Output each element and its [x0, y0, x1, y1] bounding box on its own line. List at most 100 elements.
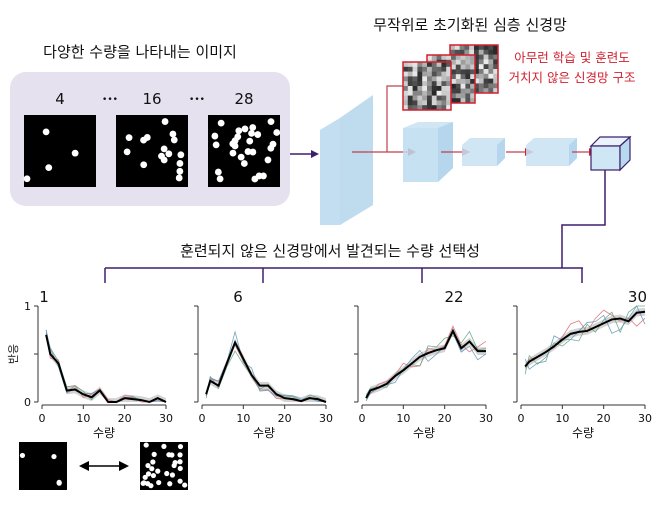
filter-pixel: [493, 59, 499, 65]
dot: [23, 175, 31, 183]
filter-pixel: [446, 76, 452, 82]
dot: [151, 451, 157, 457]
x-tick-label: 0: [518, 412, 525, 425]
x-axis-label: 수량: [253, 426, 275, 440]
filter-pixel: [470, 88, 476, 94]
filter-pixel: [407, 76, 413, 82]
input-arrowhead-icon: [311, 150, 319, 158]
dot: [249, 148, 257, 156]
filter-pixel: [483, 54, 489, 60]
dot: [240, 160, 248, 167]
filter-pixel: [483, 73, 489, 79]
hidden-layer-2: [462, 138, 505, 166]
filter-pixel: [407, 62, 413, 68]
filter-connection: [386, 85, 403, 152]
filter-pixel: [455, 93, 461, 99]
filter-pixel: [455, 79, 461, 85]
filter-pixel: [436, 62, 442, 68]
filter-pixel: [454, 45, 460, 51]
filter-pixel: [446, 86, 452, 92]
filter-pixel: [431, 62, 437, 68]
dot: [177, 459, 183, 465]
filter-pixel: [446, 71, 452, 77]
filter-pixel: [431, 66, 437, 72]
dot: [175, 174, 183, 182]
filter-pixel: [450, 45, 456, 51]
filter-pixel: [436, 81, 442, 87]
filter-pixel: [403, 66, 409, 72]
dot: [264, 156, 272, 164]
filter-pixel: [403, 90, 409, 96]
filter-pixel: [407, 105, 413, 111]
filter-pixel: [465, 83, 471, 89]
dot: [167, 481, 173, 487]
filter-pixel: [446, 95, 452, 101]
filter-pixel: [488, 78, 494, 84]
filter-pixel: [446, 105, 452, 111]
filter-pixel: [441, 90, 447, 96]
x-tick-label: 10: [76, 412, 90, 425]
small-dot-image-few: [19, 442, 67, 490]
filter-pixel: [488, 73, 494, 79]
filter-pixel: [422, 62, 428, 68]
random-filter-3: [402, 61, 452, 111]
filter-pixel: [436, 95, 442, 101]
filter-pixel: [427, 66, 433, 72]
filter-pixel: [431, 55, 437, 61]
filter-pixel: [412, 86, 418, 92]
dot: [273, 129, 281, 136]
dot: [125, 134, 133, 142]
filter-pixel: [431, 100, 437, 106]
filter-pixel: [436, 55, 442, 61]
dot: [172, 460, 178, 466]
unit-trace: [524, 309, 646, 368]
unit-trace: [45, 332, 167, 403]
filter-pixel: [465, 79, 471, 85]
filter-pixel: [464, 49, 470, 55]
dot: [150, 472, 157, 479]
filter-pixel: [427, 71, 433, 77]
filter-pixel: [478, 45, 484, 51]
filter-pixel: [422, 105, 428, 111]
x-tick-label: 20: [438, 412, 452, 425]
dot: [269, 140, 277, 148]
chart-title: 30: [628, 288, 647, 306]
filter-pixel: [493, 49, 499, 55]
chart-panel-30: 0 10 20 30 수량 30: [513, 288, 652, 440]
x-axis-label: 수량: [572, 426, 594, 440]
filter-pixel: [483, 49, 489, 55]
dot: [212, 141, 220, 149]
filter-pixel: [488, 49, 494, 55]
x-tick-label: 10: [396, 412, 410, 425]
dot: [249, 124, 257, 131]
filter-pixel: [422, 76, 428, 82]
filter-pixel: [465, 64, 471, 70]
filter-pixel: [417, 71, 423, 77]
filter-pixel: [436, 86, 442, 92]
dot: [19, 452, 26, 459]
filter-pixel: [451, 93, 457, 99]
filter-pixel: [460, 83, 466, 89]
filter-pixel: [441, 95, 447, 101]
filter-pixel: [422, 100, 428, 106]
filter-pixel: [474, 59, 480, 65]
filter-pixel: [417, 100, 423, 106]
filter-pixel: [403, 62, 409, 68]
filter-pixel: [483, 59, 489, 65]
unit-trace: [524, 305, 646, 370]
filter-pixel: [474, 88, 480, 94]
filter-pixel: [493, 45, 499, 51]
image-label-28: 28: [234, 90, 253, 108]
filter-pixel: [446, 100, 452, 106]
filter-pixel: [450, 49, 456, 55]
filter-pixel: [488, 59, 494, 65]
filter-pixel: [431, 105, 437, 111]
filter-pixel: [474, 45, 480, 51]
y-tick-label: 0: [24, 396, 31, 409]
filter-pixel: [460, 74, 466, 80]
filter-pixel: [451, 88, 457, 94]
dot: [235, 127, 243, 135]
chart-title: 22: [444, 288, 463, 306]
filter-pixel: [460, 93, 466, 99]
